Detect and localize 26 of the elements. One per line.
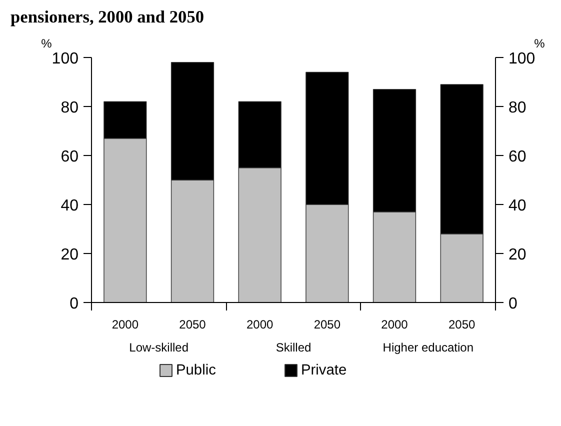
x-tick-label: 2050 xyxy=(179,318,206,332)
x-tick-label: 2000 xyxy=(381,318,408,332)
y-tick-label: 40 xyxy=(60,198,79,214)
x-tick-label: 2000 xyxy=(246,318,274,332)
x-tick-label: 2000 xyxy=(112,318,139,332)
text: Skilled xyxy=(276,340,312,354)
y2-tick-label: 60 xyxy=(508,148,526,166)
y-axis-title: % xyxy=(41,36,52,50)
y-tick-label: 0 xyxy=(70,296,79,312)
legend-label: Public xyxy=(176,362,216,378)
chart-title: pensioners, 2000 and 2050 xyxy=(10,8,204,26)
y2-tick-label: 0 xyxy=(508,296,518,312)
y2-axis-title: % xyxy=(534,36,546,50)
text: Higher education xyxy=(382,340,474,354)
y2-tick-label: 20 xyxy=(508,246,526,264)
legend-label: Private xyxy=(301,362,347,378)
y-tick-label: 60 xyxy=(60,148,79,166)
x-tick-label: 2050 xyxy=(448,318,476,332)
y-tick-label: 100 xyxy=(52,50,79,68)
y2-tick-label: 80 xyxy=(508,100,526,116)
y2-tick-label: 40 xyxy=(508,198,526,214)
text: Low-skilled xyxy=(129,340,189,354)
y2-tick-label: 100 xyxy=(508,50,536,68)
y-tick-label: 80 xyxy=(60,100,79,116)
y-tick-label: 20 xyxy=(60,246,79,264)
x-tick-label: 2050 xyxy=(314,318,341,332)
